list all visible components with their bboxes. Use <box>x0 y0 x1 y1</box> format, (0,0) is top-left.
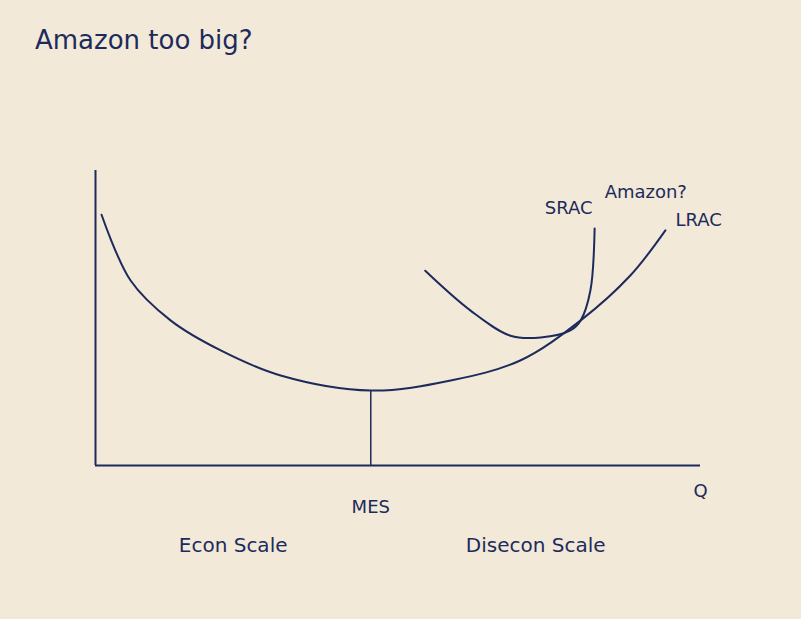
svg-text:Econ Scale: Econ Scale <box>179 533 288 557</box>
svg-text:LRAC: LRAC <box>675 209 721 230</box>
html-text:Amazon too big?: Amazon too big? <box>35 25 253 55</box>
svg-text:SRAC: SRAC <box>545 197 593 218</box>
svg-text:Q: Q <box>693 480 707 501</box>
svg-text:Disecon Scale: Disecon Scale <box>466 533 606 557</box>
svg-text:MES: MES <box>352 496 390 517</box>
svg-text:Amazon?: Amazon? <box>605 181 687 202</box>
